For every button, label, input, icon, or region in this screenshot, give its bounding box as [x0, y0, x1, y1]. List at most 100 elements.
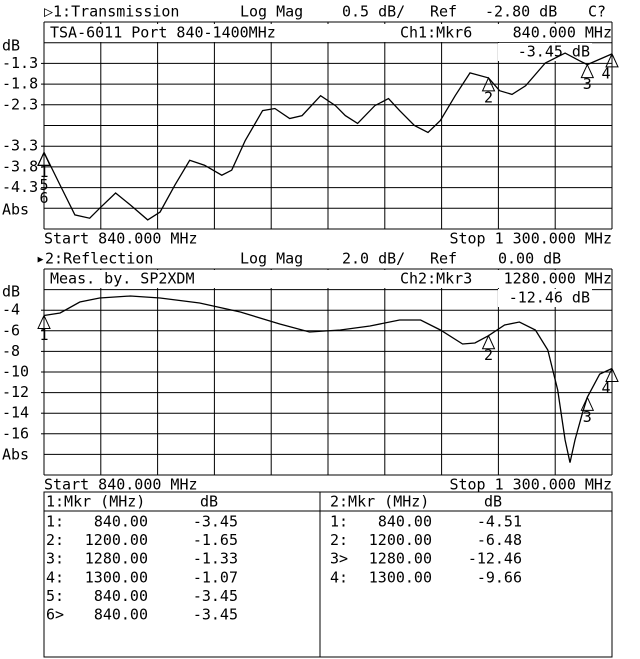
ref-value: 0.00 dB	[498, 250, 561, 268]
marker-db-cell: -3.45	[193, 513, 238, 531]
info: Meas. by. SP2XDM	[50, 270, 195, 288]
ref-label: Ref	[430, 3, 457, 21]
trace	[43, 295, 613, 463]
format: Log Mag	[240, 3, 303, 21]
marker-value: -12.46 dB	[509, 289, 590, 307]
marker-id: 5:	[46, 587, 64, 605]
marker-label: 3	[583, 75, 592, 93]
marker-id: 3:	[46, 550, 64, 568]
marker-frequency-cell: 1300.00	[85, 568, 148, 586]
marker-frequency-cell: 1200.00	[85, 531, 148, 549]
trace	[43, 52, 613, 221]
marker	[481, 334, 496, 350]
marker-frequency-cell: 840.00	[94, 587, 148, 605]
table-unit: dB	[484, 493, 502, 511]
marker-frequency: 840.000 MHz	[513, 24, 612, 42]
start-label: Start 840.000 MHz	[44, 230, 198, 248]
marker-id: 2:	[46, 531, 64, 549]
marker-label: 3	[583, 408, 592, 426]
marker-db-cell: -3.45	[193, 606, 238, 624]
marker-label: 4	[601, 64, 610, 82]
scale: 2.0 dB/	[342, 250, 405, 268]
ref-value: -2.80 dB	[485, 3, 557, 21]
marker-db-cell: -1.33	[193, 550, 238, 568]
marker	[605, 367, 619, 382]
marker	[580, 63, 595, 79]
marker-db-cell: -1.07	[193, 568, 238, 586]
y-tick-label: -4	[2, 301, 20, 319]
ref-label: Ref	[430, 250, 457, 268]
marker-frequency-cell: 840.00	[94, 513, 148, 531]
y-tick-label: -1.8	[2, 75, 38, 93]
marker	[580, 396, 595, 411]
y-tick-label: -4.3	[2, 178, 38, 196]
marker-label: 1	[39, 326, 48, 344]
y-bottom-label: Abs	[2, 201, 29, 219]
marker	[37, 151, 51, 166]
table-header: 1:Mkr (MHz)	[46, 493, 145, 511]
marker-db-cell: -12.46	[468, 550, 522, 568]
marker-label: 1	[39, 163, 48, 181]
y-tick-label: -3.3	[2, 137, 38, 155]
status: C?	[588, 3, 606, 21]
y-tick-label: -14	[2, 404, 29, 422]
marker-value-background	[498, 289, 592, 307]
y-tick-label: -1.3	[2, 54, 38, 72]
marker-label: 6	[39, 189, 48, 207]
marker	[37, 314, 51, 329]
marker	[481, 76, 496, 92]
y-tick-label: -6	[2, 321, 20, 339]
y-tick-label: -2.3	[2, 95, 38, 113]
marker-frequency: 1280.000 MHz	[504, 270, 612, 288]
marker-frequency-cell: 1200.00	[369, 531, 432, 549]
y-tick-label: -8	[2, 342, 20, 360]
marker-table-box	[43, 491, 613, 658]
y-tick-label: -12	[2, 383, 29, 401]
channel-label: ▸2:Reflection	[36, 250, 153, 268]
marker-id: 1:	[46, 513, 64, 531]
scale: 0.5 dB/	[342, 3, 405, 21]
marker-frequency-cell: 1280.00	[85, 550, 148, 568]
marker-label: 5	[39, 176, 48, 194]
marker-readout: Ch2:Mkr3	[400, 270, 472, 288]
stop-label: Stop 1 300.000 MHz	[449, 476, 612, 494]
format: Log Mag	[240, 250, 303, 268]
info-background	[45, 270, 611, 288]
table-header: 2:Mkr (MHz)	[330, 493, 429, 511]
marker-frequency-cell: 840.00	[378, 513, 432, 531]
marker-id: 6>	[46, 606, 64, 624]
marker-db-cell: -4.51	[477, 513, 522, 531]
marker-frequency-cell: 1280.00	[369, 550, 432, 568]
marker-db-cell: -1.65	[193, 531, 238, 549]
marker-value: -3.45 dB	[518, 43, 590, 61]
info: TSA-6011 Port 840-1400MHz	[50, 24, 276, 42]
marker-frequency-cell: 1300.00	[369, 568, 432, 586]
marker-readout: Ch1:Mkr6	[400, 24, 472, 42]
marker-id: 4:	[46, 568, 64, 586]
y-bottom-label: Abs	[2, 446, 29, 464]
marker-id: 1:	[330, 513, 348, 531]
marker-id: 2:	[330, 531, 348, 549]
marker-id: 4:	[330, 568, 348, 586]
marker-label: 2	[484, 88, 493, 106]
y-unit: dB	[2, 37, 20, 55]
y-unit: dB	[2, 283, 20, 301]
marker-frequency-cell: 840.00	[94, 606, 148, 624]
stop-label: Stop 1 300.000 MHz	[449, 230, 612, 248]
marker-db-cell: -9.66	[477, 568, 522, 586]
marker-db-cell: -3.45	[193, 587, 238, 605]
channel-label: ▷1:Transmission	[44, 3, 179, 21]
marker-id: 3>	[330, 550, 348, 568]
y-tick-label: -16	[2, 424, 29, 442]
start-label: Start 840.000 MHz	[44, 476, 198, 494]
marker-label: 4	[601, 379, 610, 397]
marker-db-cell: -6.48	[477, 531, 522, 549]
info-background	[45, 24, 611, 42]
table-unit: dB	[200, 493, 218, 511]
marker	[605, 52, 619, 68]
marker-value-background	[498, 43, 592, 61]
y-tick-label: -10	[2, 363, 29, 381]
y-tick-label: -3.8	[2, 157, 38, 175]
marker-label: 2	[484, 346, 493, 364]
